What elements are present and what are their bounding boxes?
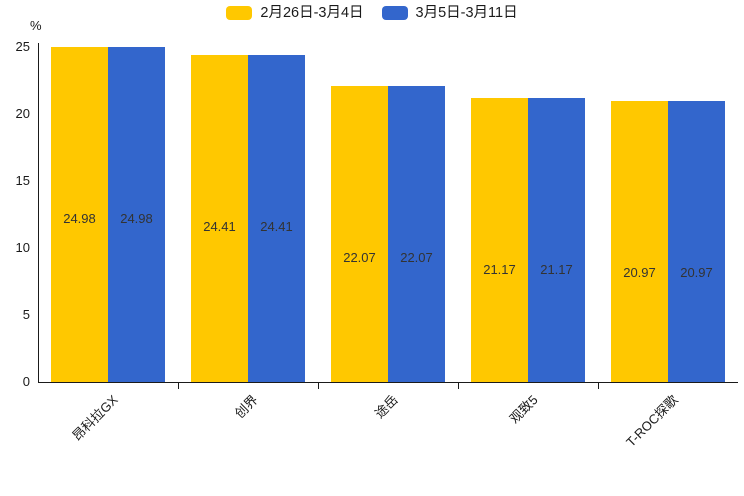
- legend-item-series-1[interactable]: 2月26日-3月4日: [226, 5, 364, 21]
- x-tick-mark-2: [318, 383, 319, 389]
- y-tick-label-0: 0: [22, 374, 30, 389]
- y-tick-label-10: 10: [15, 240, 30, 255]
- bar-value-label-昂科拉GX-series-1: 24.98: [63, 211, 96, 227]
- category-label-观致5: 观致5: [506, 392, 541, 427]
- x-axis-line: [38, 382, 738, 383]
- y-tick-label-5: 5: [22, 307, 30, 322]
- chart-legend: 2月26日-3月4日 3月5日-3月11日: [0, 6, 744, 21]
- bar-观致5-series-2[interactable]: [528, 98, 585, 382]
- bar-value-label-途岳-series-1: 22.07: [343, 250, 376, 266]
- bar-T-ROC探歌-series-2[interactable]: [668, 101, 725, 382]
- x-tick-mark-4: [598, 383, 599, 389]
- category-label-创界: 创界: [231, 392, 261, 422]
- bar-途岳-series-2[interactable]: [388, 86, 445, 382]
- bar-value-label-创界-series-1: 24.41: [203, 218, 236, 234]
- y-tick-label-15: 15: [15, 173, 30, 188]
- bar-昂科拉GX-series-2[interactable]: [108, 47, 165, 382]
- bar-value-label-创界-series-2: 24.41: [260, 218, 293, 234]
- x-tick-mark-1: [178, 383, 179, 389]
- bar-value-label-昂科拉GX-series-2: 24.98: [120, 211, 153, 227]
- bar-value-label-观致5-series-1: 21.17: [483, 262, 516, 278]
- bar-观致5-series-1[interactable]: [471, 98, 528, 382]
- legend-swatch-blue-icon: [381, 6, 408, 21]
- bar-昂科拉GX-series-1[interactable]: [51, 47, 108, 382]
- y-tick-label-25: 25: [15, 39, 30, 54]
- bar-value-label-途岳-series-2: 22.07: [400, 250, 433, 266]
- legend-label-series-1: 2月26日-3月4日: [260, 5, 364, 21]
- category-label-昂科拉GX: 昂科拉GX: [69, 392, 121, 444]
- bar-value-label-T-ROC探歌-series-2: 20.97: [680, 265, 713, 280]
- x-tick-mark-3: [458, 383, 459, 389]
- bar-途岳-series-1[interactable]: [331, 86, 388, 382]
- category-label-T-ROC探歌: T-ROC探歌: [623, 392, 681, 450]
- legend-item-series-2[interactable]: 3月5日-3月11日: [381, 5, 518, 21]
- bar-T-ROC探歌-series-1[interactable]: [611, 101, 668, 382]
- bar-创界-series-2[interactable]: [248, 54, 305, 382]
- y-axis-unit-label: %: [30, 18, 42, 33]
- category-label-途岳: 途岳: [371, 392, 401, 422]
- bar-value-label-T-ROC探歌-series-1: 20.97: [623, 265, 656, 280]
- legend-swatch-yellow-icon: [226, 6, 253, 21]
- bar-创界-series-1[interactable]: [191, 54, 248, 382]
- y-tick-label-20: 20: [15, 106, 30, 121]
- legend-label-series-2: 3月5日-3月11日: [415, 5, 518, 21]
- bar-value-label-观致5-series-2: 21.17: [540, 262, 573, 278]
- y-axis-line: [38, 43, 39, 382]
